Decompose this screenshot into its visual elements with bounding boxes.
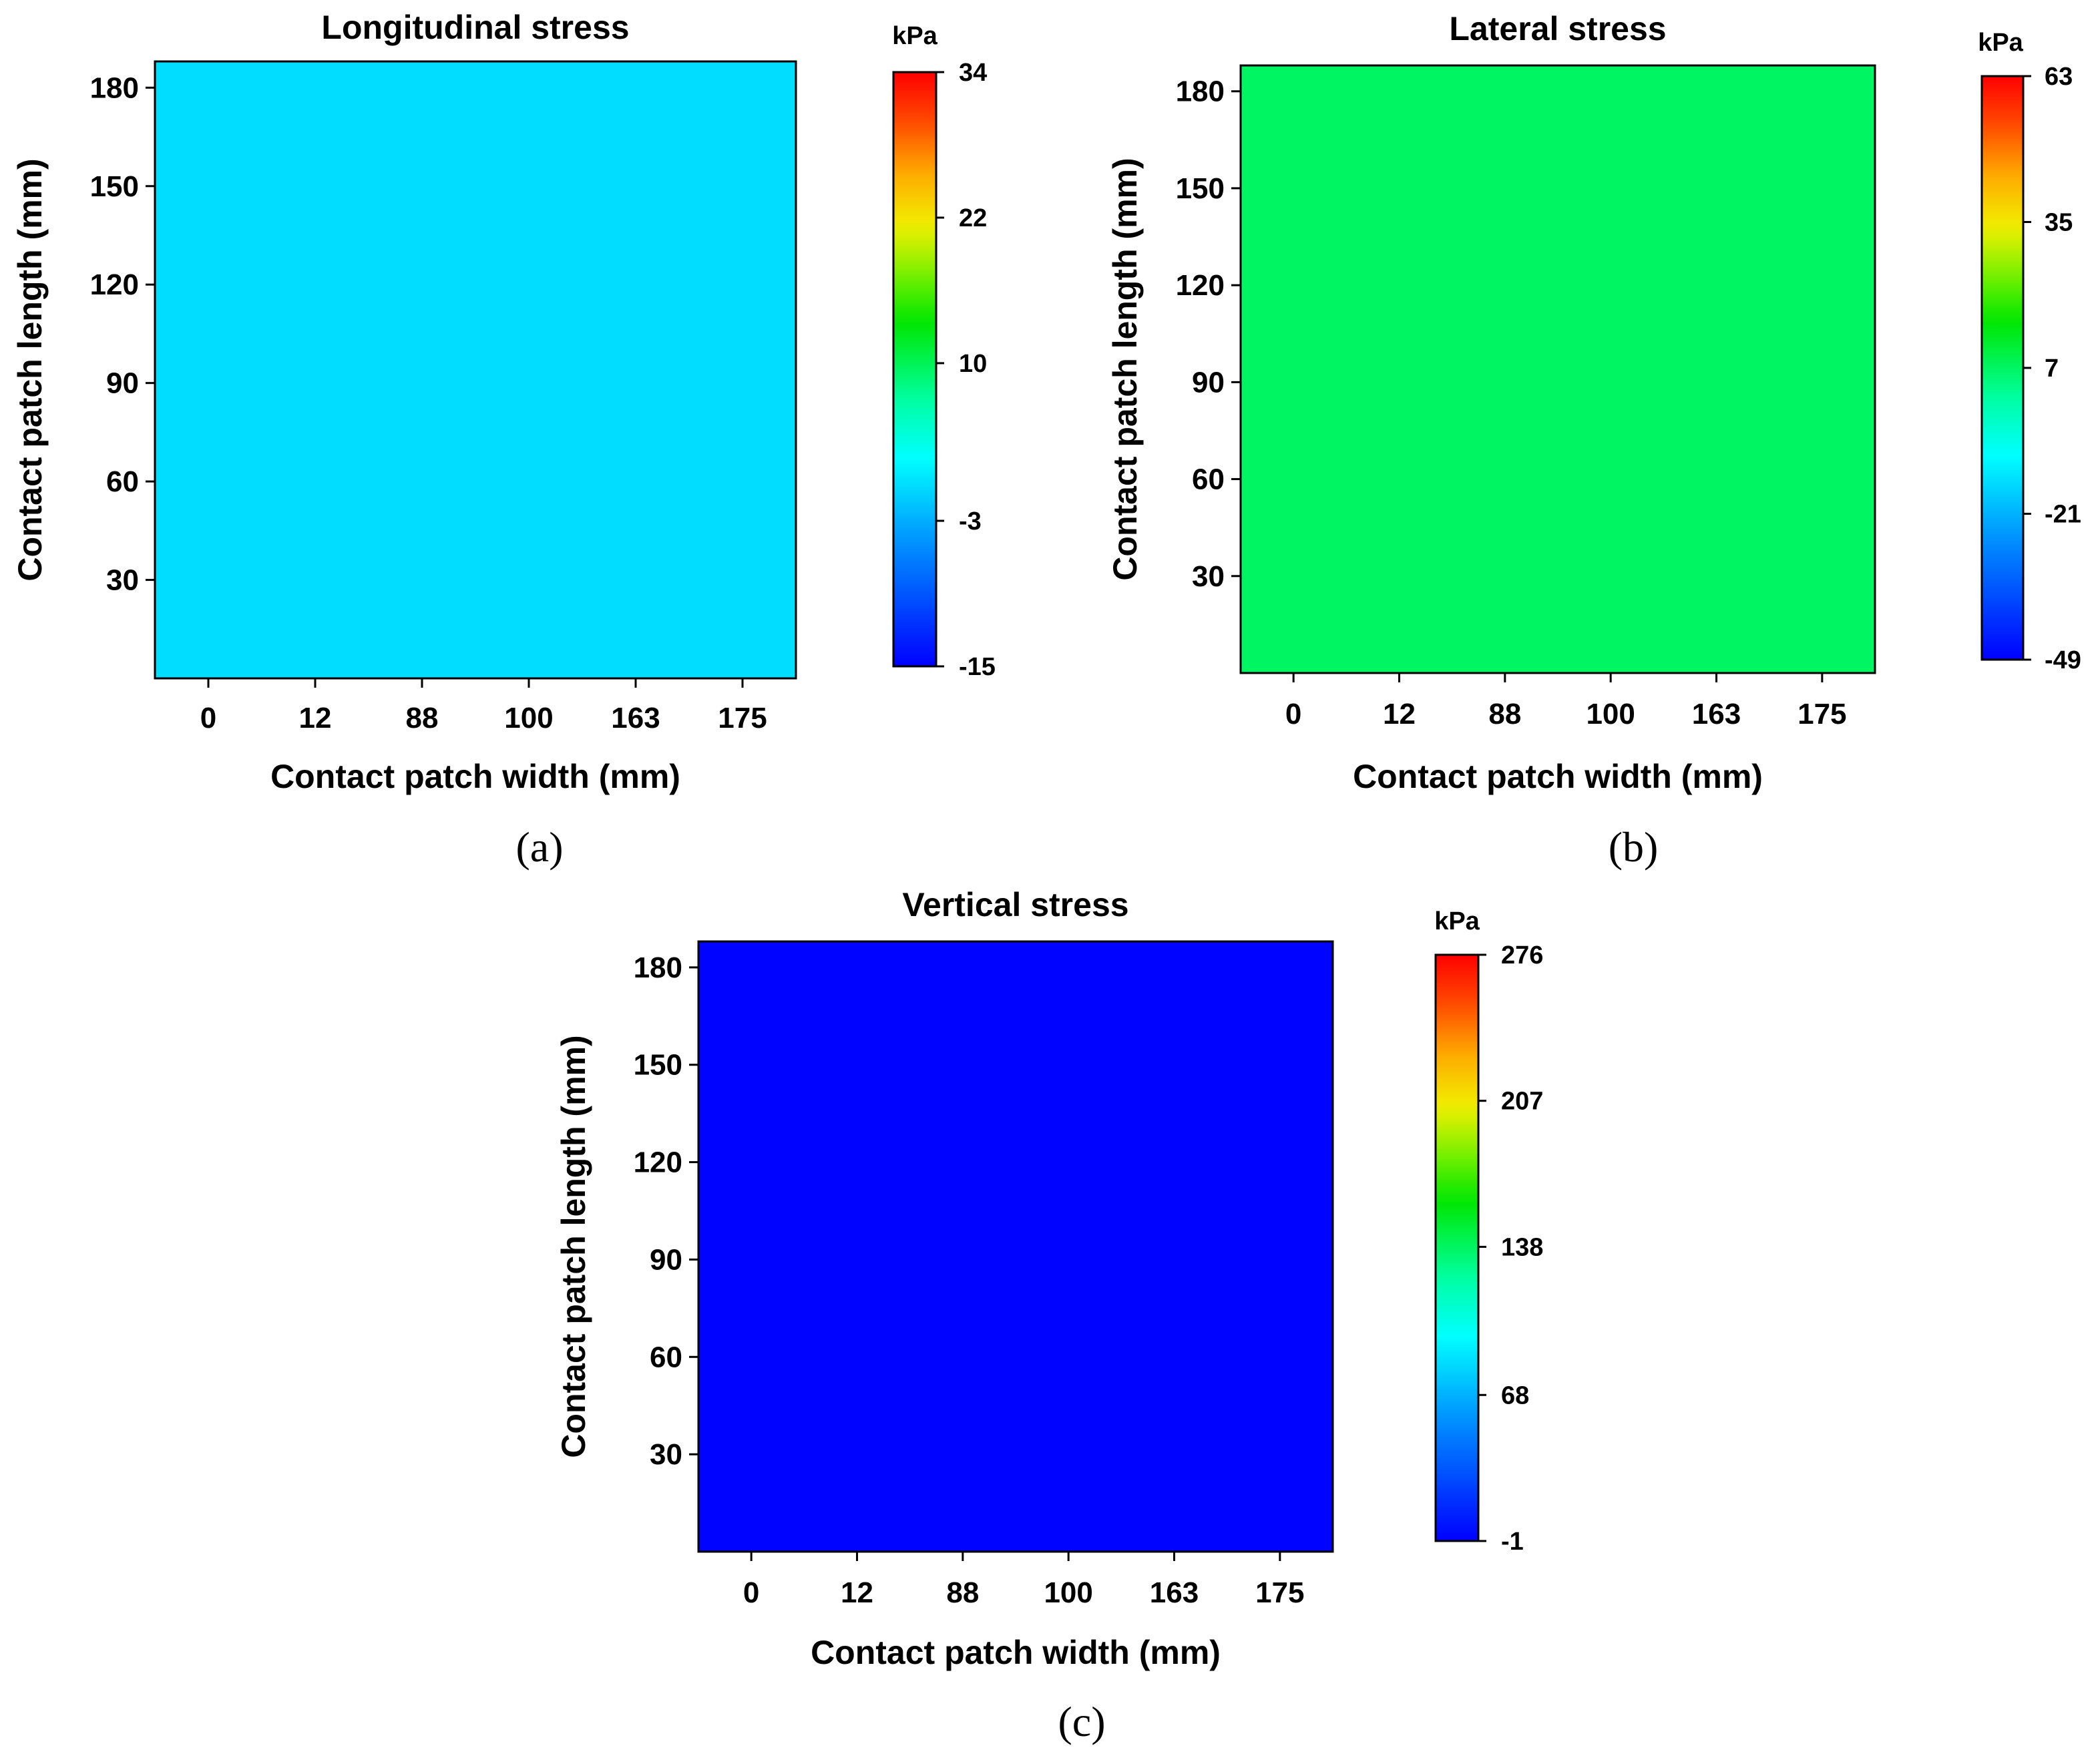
x-tick-label: 0 bbox=[200, 702, 216, 734]
y-tick-label: 180 bbox=[90, 71, 139, 104]
chart-title: Vertical stress bbox=[902, 886, 1128, 923]
colorbar bbox=[1980, 75, 2025, 661]
colorbar-tick-label: 22 bbox=[959, 204, 987, 232]
x-tick-label: 0 bbox=[743, 1576, 759, 1609]
heatmap-panel-1: Longitudinal stress 30 60 90 120 150 180 0 12 88 1… bbox=[11, 9, 996, 871]
x-tick-label: 0 bbox=[1285, 698, 1301, 730]
y-tick-label: 60 bbox=[650, 1341, 682, 1373]
colorbar-tick-label: -1 bbox=[1501, 1528, 1524, 1556]
colorbar-tick-label: 276 bbox=[1501, 941, 1543, 969]
colorbar-tick-label: 10 bbox=[959, 350, 987, 378]
y-tick-label: 30 bbox=[106, 564, 139, 597]
y-tick-label: 60 bbox=[1192, 463, 1225, 496]
colorbar-unit: kPa bbox=[892, 22, 937, 50]
x-tick-label: 88 bbox=[406, 702, 439, 734]
y-tick-label: 30 bbox=[650, 1438, 682, 1471]
colorbar-tick-label: 35 bbox=[2045, 209, 2073, 237]
panel-caption: (a) bbox=[515, 823, 563, 871]
y-tick-label: 180 bbox=[1176, 75, 1225, 108]
colorbar-tick-label: 34 bbox=[959, 59, 987, 87]
y-tick-label: 120 bbox=[1176, 269, 1225, 302]
plot-background bbox=[1241, 65, 1875, 673]
panel-caption: (c) bbox=[1058, 1698, 1105, 1745]
y-tick-label: 150 bbox=[90, 170, 139, 203]
x-axis-label: Contact patch width (mm) bbox=[1353, 758, 1763, 795]
y-tick-label: 90 bbox=[650, 1243, 682, 1276]
y-tick-label: 90 bbox=[106, 367, 139, 400]
colorbar-tick-label: 138 bbox=[1501, 1233, 1543, 1261]
colorbar bbox=[892, 71, 937, 668]
x-axis-label: Contact patch width (mm) bbox=[270, 758, 680, 795]
colorbar bbox=[1434, 953, 1480, 1542]
x-tick-label: 12 bbox=[299, 702, 332, 734]
plot-background bbox=[698, 941, 1333, 1552]
x-tick-label: 12 bbox=[1383, 698, 1416, 730]
x-tick-label: 175 bbox=[718, 702, 767, 734]
colorbar-tick-label: 207 bbox=[1501, 1088, 1543, 1116]
colorbar-tick-label: -21 bbox=[2045, 501, 2081, 529]
x-tick-label: 163 bbox=[1150, 1576, 1199, 1609]
y-tick-label: 180 bbox=[634, 951, 682, 984]
x-axis-label: Contact patch width (mm) bbox=[811, 1634, 1221, 1671]
x-tick-label: 163 bbox=[611, 702, 660, 734]
x-tick-label: 88 bbox=[1488, 698, 1521, 730]
x-tick-label: 88 bbox=[946, 1576, 979, 1609]
plot-background bbox=[155, 61, 796, 678]
y-axis-label: Contact patch length (mm) bbox=[11, 158, 49, 581]
plot-frame bbox=[697, 940, 1334, 1553]
x-tick-label: 12 bbox=[841, 1576, 873, 1609]
colorbar-unit: kPa bbox=[1978, 29, 2023, 57]
y-tick-label: 120 bbox=[634, 1146, 682, 1179]
colorbar-tick-label: 68 bbox=[1501, 1381, 1529, 1409]
colorbar-tick-label: -15 bbox=[959, 653, 996, 681]
chart-title: Longitudinal stress bbox=[321, 9, 629, 46]
plot-frame bbox=[154, 60, 797, 680]
heatmap-panel-2: Lateral stress 30 60 90 120 150 180 0 12 88 100 163… bbox=[1106, 10, 2081, 871]
y-axis-label: Contact patch length (mm) bbox=[555, 1035, 592, 1458]
x-tick-label: 175 bbox=[1255, 1576, 1304, 1609]
colorbar-tick-label: -3 bbox=[959, 507, 982, 535]
y-tick-label: 150 bbox=[634, 1049, 682, 1082]
y-tick-label: 150 bbox=[1176, 172, 1225, 205]
colorbar-tick-label: 63 bbox=[2045, 63, 2073, 91]
y-tick-label: 60 bbox=[106, 465, 139, 498]
y-axis-label: Contact patch length (mm) bbox=[1106, 158, 1144, 580]
x-tick-label: 100 bbox=[504, 702, 553, 734]
y-tick-label: 120 bbox=[90, 268, 139, 301]
colorbar-tick-label: -49 bbox=[2045, 646, 2081, 674]
plot-frame bbox=[1239, 64, 1876, 674]
x-tick-label: 100 bbox=[1586, 698, 1635, 730]
heatmap-panel-3: Vertical stress 30 60 90 120 150 180 0 12 88 100 16… bbox=[555, 886, 1543, 1745]
x-tick-label: 163 bbox=[1692, 698, 1741, 730]
x-tick-label: 175 bbox=[1798, 698, 1846, 730]
panel-caption: (b) bbox=[1609, 823, 1659, 871]
y-tick-label: 30 bbox=[1192, 560, 1225, 593]
y-tick-label: 90 bbox=[1192, 366, 1225, 399]
chart-title: Lateral stress bbox=[1449, 10, 1666, 47]
colorbar-tick-label: 7 bbox=[2045, 355, 2059, 383]
x-tick-label: 100 bbox=[1044, 1576, 1092, 1609]
colorbar-unit: kPa bbox=[1434, 907, 1480, 935]
